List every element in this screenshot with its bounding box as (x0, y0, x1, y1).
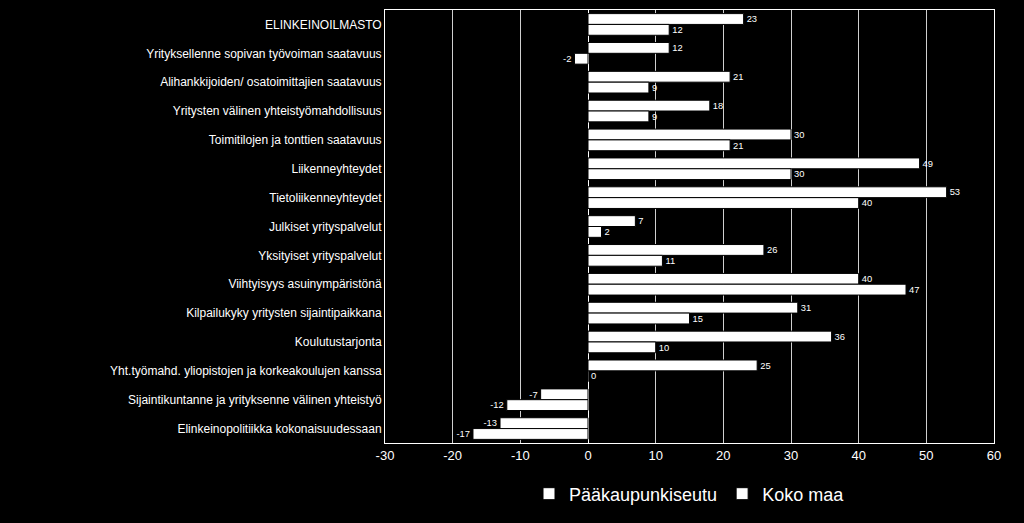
svg-text:-7: -7 (529, 390, 537, 400)
svg-text:Tietoliikenneyhteydet: Tietoliikenneyhteydet (269, 191, 382, 205)
svg-text:21: 21 (733, 72, 743, 82)
svg-text:Alihankkijoiden/ osatoimittaji: Alihankkijoiden/ osatoimittajien saatavu… (160, 75, 381, 89)
svg-text:Yksityiset yrityspalvelut: Yksityiset yrityspalvelut (258, 249, 382, 263)
svg-text:30: 30 (794, 169, 804, 179)
svg-text:Yht.työmahd. yliopistojen ja k: Yht.työmahd. yliopistojen ja korkeakoulu… (110, 364, 382, 378)
svg-text:36: 36 (835, 332, 845, 342)
svg-text:25: 25 (760, 361, 770, 371)
svg-text:12: 12 (672, 25, 682, 35)
svg-text:30: 30 (784, 448, 798, 463)
svg-text:50: 50 (919, 448, 933, 463)
svg-text:47: 47 (909, 285, 919, 295)
svg-text:9: 9 (652, 112, 657, 122)
svg-text:Elinkeinopolitiikka kokonaisuu: Elinkeinopolitiikka kokonaisuudessaan (177, 422, 381, 436)
svg-text:12: 12 (672, 43, 682, 53)
svg-text:-20: -20 (443, 448, 462, 463)
svg-text:0: 0 (584, 448, 591, 463)
svg-text:2: 2 (605, 227, 610, 237)
svg-text:26: 26 (767, 245, 777, 255)
svg-text:10: 10 (659, 343, 669, 353)
svg-text:Liikenneyhteydet: Liikenneyhteydet (292, 162, 383, 176)
svg-text:-2: -2 (563, 54, 571, 64)
svg-text:18: 18 (713, 101, 723, 111)
svg-text:Koko maa: Koko maa (762, 485, 844, 505)
svg-text:9: 9 (652, 83, 657, 93)
svg-text:Pääkaupunkiseutu: Pääkaupunkiseutu (569, 485, 717, 505)
svg-text:15: 15 (693, 314, 703, 324)
svg-text:0: 0 (591, 371, 596, 381)
svg-text:40: 40 (862, 274, 872, 284)
svg-text:Koulutustarjonta: Koulutustarjonta (295, 335, 382, 349)
svg-text:Kilpailukyky yritysten sijaint: Kilpailukyky yritysten sijaintipaikkana (186, 306, 382, 320)
svg-text:Toimitilojen ja tonttien saata: Toimitilojen ja tonttien saatavuus (209, 133, 382, 147)
svg-text:Sijaintikuntanne ja yrityksenn: Sijaintikuntanne ja yrityksenne välinen … (128, 393, 382, 407)
svg-text:10: 10 (648, 448, 662, 463)
svg-text:60: 60 (987, 448, 1001, 463)
svg-text:-30: -30 (376, 448, 395, 463)
svg-text:Viihtyisyys asuinympäristönä: Viihtyisyys asuinympäristönä (228, 277, 382, 291)
svg-text:-17: -17 (456, 429, 470, 439)
svg-text:-10: -10 (511, 448, 530, 463)
svg-text:31: 31 (801, 303, 811, 313)
svg-text:11: 11 (665, 256, 675, 266)
svg-text:Yritysten välinen yhteistyömah: Yritysten välinen yhteistyömahdollisuus (173, 104, 382, 118)
svg-text:49: 49 (923, 159, 933, 169)
svg-text:20: 20 (716, 448, 730, 463)
svg-text:40: 40 (862, 198, 872, 208)
svg-text:ELINKEINOILMASTO: ELINKEINOILMASTO (265, 18, 381, 32)
svg-text:7: 7 (638, 216, 643, 226)
svg-text:21: 21 (733, 141, 743, 151)
svg-text:-12: -12 (490, 400, 504, 410)
svg-text:30: 30 (794, 130, 804, 140)
svg-text:-13: -13 (483, 418, 497, 428)
svg-text:Yrityksellenne sopivan työvoim: Yrityksellenne sopivan työvoiman saatavu… (146, 47, 381, 61)
svg-text:40: 40 (851, 448, 865, 463)
svg-text:23: 23 (747, 14, 757, 24)
svg-text:Julkiset yrityspalvelut: Julkiset yrityspalvelut (269, 220, 382, 234)
svg-text:53: 53 (950, 187, 960, 197)
